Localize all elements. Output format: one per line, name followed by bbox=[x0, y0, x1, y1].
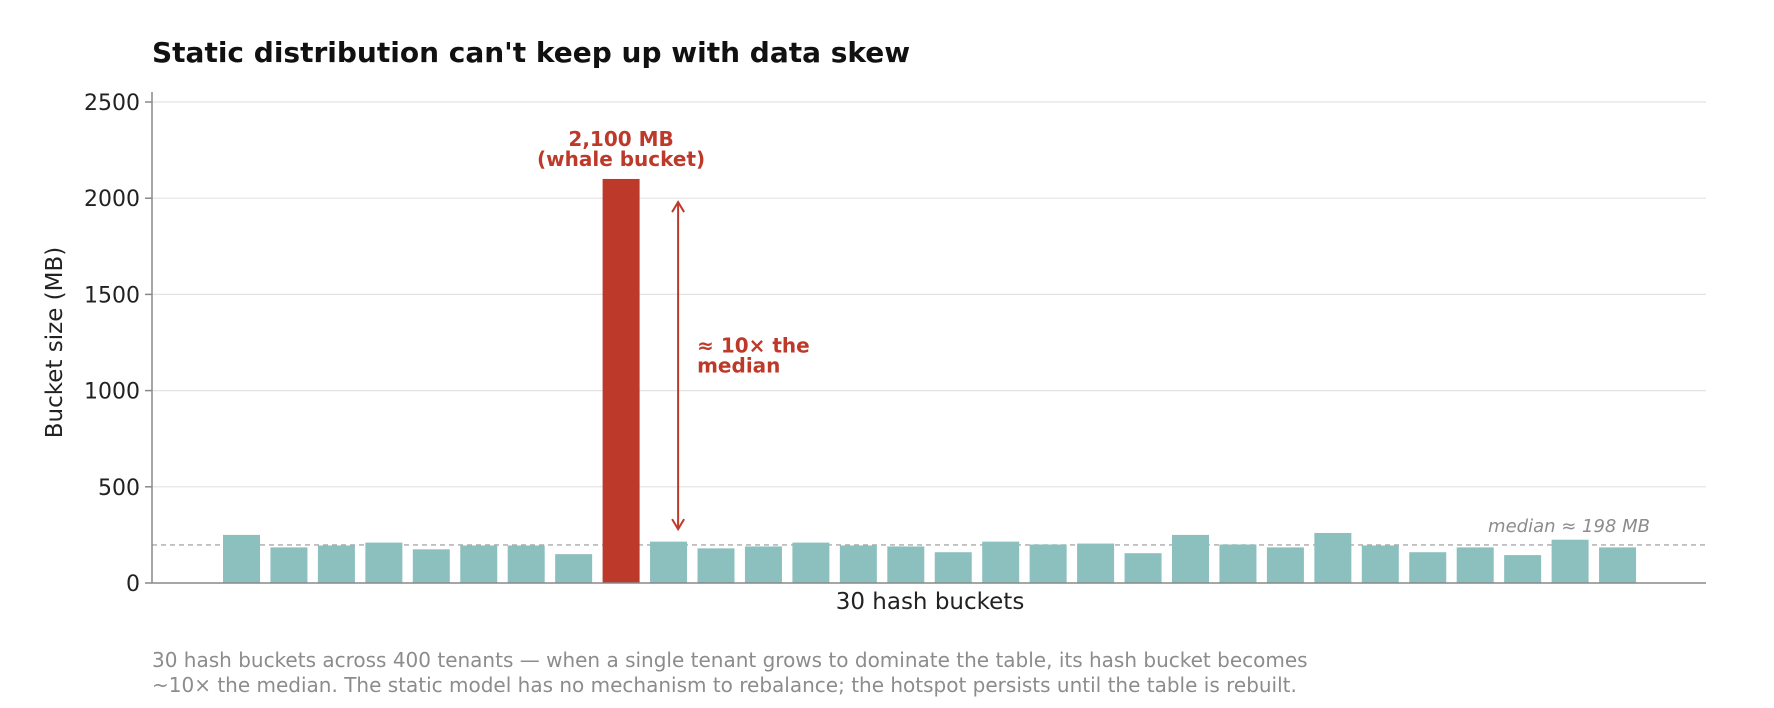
whale-annotation: 2,100 MB (whale bucket) bbox=[537, 127, 705, 171]
x-axis-label: 30 hash buckets bbox=[836, 589, 1025, 615]
y-tick-label: 2000 bbox=[84, 187, 140, 212]
gridlines bbox=[152, 101, 1706, 488]
bar bbox=[934, 552, 972, 583]
median-label: median ≈ 198 MB bbox=[1488, 516, 1650, 537]
bar bbox=[1456, 547, 1494, 583]
ratio-label-line1: ≈ 10× the bbox=[697, 334, 810, 358]
bar bbox=[1599, 547, 1637, 583]
y-tick-label: 0 bbox=[126, 572, 140, 597]
bar bbox=[1124, 553, 1162, 583]
bar bbox=[460, 545, 498, 583]
y-tick-label: 500 bbox=[98, 476, 140, 501]
bar bbox=[839, 545, 877, 583]
bar bbox=[1314, 532, 1352, 583]
bar bbox=[1077, 543, 1115, 583]
whale-value-label: 2,100 MB bbox=[568, 127, 673, 151]
bar bbox=[555, 554, 593, 583]
y-axis-label: Bucket size (MB) bbox=[42, 247, 68, 438]
bar bbox=[1266, 547, 1304, 583]
bar bbox=[792, 542, 830, 583]
bar bbox=[1029, 544, 1067, 583]
ratio-label-line2: median bbox=[697, 354, 780, 378]
bar bbox=[412, 549, 450, 583]
bar bbox=[365, 542, 403, 583]
bar bbox=[1219, 544, 1257, 583]
chart-title: Static distribution can't keep up with d… bbox=[152, 36, 910, 69]
ratio-arrow-head-bottom bbox=[671, 518, 685, 532]
axes bbox=[151, 92, 1706, 584]
whale-caption-label: (whale bucket) bbox=[537, 147, 705, 171]
ratio-arrow bbox=[671, 200, 685, 532]
caption-line1: 30 hash buckets across 400 tenants — whe… bbox=[152, 648, 1308, 672]
bar bbox=[744, 546, 782, 583]
bar bbox=[1409, 552, 1447, 583]
bar bbox=[1361, 545, 1399, 583]
y-ticks: 0 500 1000 1500 2000 2500 bbox=[84, 91, 152, 597]
bar bbox=[887, 546, 925, 583]
y-tick-label: 1000 bbox=[84, 380, 140, 405]
bar bbox=[317, 545, 355, 583]
bar bbox=[650, 541, 688, 583]
y-tick-label: 2500 bbox=[84, 91, 140, 116]
bar bbox=[982, 541, 1020, 583]
bar bbox=[223, 534, 260, 583]
y-tick-label: 1500 bbox=[84, 283, 140, 308]
bar bbox=[1172, 534, 1209, 583]
median-group: median ≈ 198 MB bbox=[152, 516, 1706, 546]
bars bbox=[223, 178, 1637, 583]
caption-line2: ~10× the median. The static model has no… bbox=[152, 673, 1297, 697]
bar bbox=[697, 548, 735, 583]
bar bbox=[270, 547, 308, 583]
bar bbox=[1551, 539, 1589, 583]
bar bbox=[1504, 555, 1542, 583]
bar-whale bbox=[602, 178, 640, 583]
bar bbox=[507, 545, 545, 583]
ratio-arrow-head-top bbox=[671, 200, 685, 213]
